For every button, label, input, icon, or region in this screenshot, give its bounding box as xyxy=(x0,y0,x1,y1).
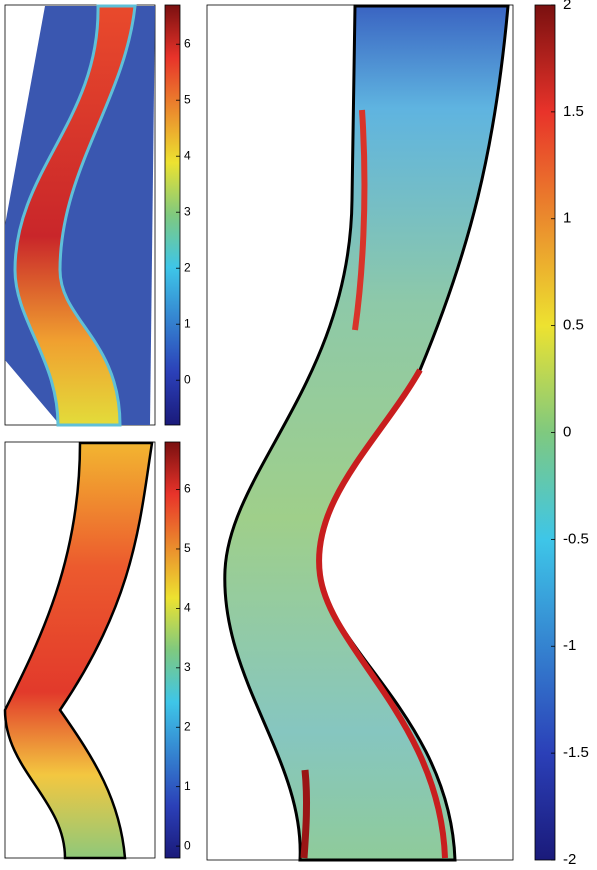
colorbar-tick-label: 3 xyxy=(184,660,191,674)
channel-field xyxy=(223,4,510,862)
bank-band xyxy=(300,769,311,859)
colorbar-tick-label: 2 xyxy=(184,260,191,274)
colorbar-tick-label: 6 xyxy=(184,36,191,50)
colorbar-tick-label: 0 xyxy=(184,838,191,852)
bank-band xyxy=(352,109,368,331)
channel-field xyxy=(3,441,154,860)
colorbar-tick-label: 0.5 xyxy=(563,317,584,334)
channel-field xyxy=(13,4,137,427)
colorbar: 0 1 2 3 4 5 6 xyxy=(164,441,191,859)
colorbar-scale xyxy=(164,4,181,426)
colorbar-tick-label: -0.5 xyxy=(563,530,589,547)
colorbar-tick-label: 4 xyxy=(184,601,191,615)
panel-bottom-left xyxy=(3,441,156,860)
colorbar-tick-label: -1.5 xyxy=(563,744,589,761)
colorbar-scale xyxy=(164,441,181,859)
bank-band xyxy=(316,368,448,859)
colorbar-tick-label: 4 xyxy=(184,148,191,162)
colorbar-tick-label: 0 xyxy=(184,372,191,386)
colorbar-tick-label: 1 xyxy=(184,316,191,330)
colorbar-tick-label: 2 xyxy=(184,719,191,733)
colorbar-tick-label: 0 xyxy=(563,423,571,440)
panel-top-left xyxy=(4,4,156,427)
colorbar-tick-label: 1 xyxy=(184,779,191,793)
colorbar-tick-label: 5 xyxy=(184,92,191,106)
colorbar-tick-label: -1 xyxy=(563,637,576,654)
panel-right xyxy=(206,4,514,862)
colorbar-tick-label: 6 xyxy=(184,482,191,496)
colorbar-tick-label: -2 xyxy=(563,851,576,868)
colorbar-tick-label: 2 xyxy=(563,0,571,13)
colorbar-tick-label: 1.5 xyxy=(563,103,584,120)
colorbar-tick-label: 5 xyxy=(184,541,191,555)
colorbar: 0 1 2 3 4 5 6 xyxy=(164,4,191,426)
colorbar: -2 -1.5 -1 -0.5 0 0.5 1 1.5 2 xyxy=(534,0,589,868)
colorbar-tick-label: 1 xyxy=(563,210,571,227)
colorbar-tick-label: 3 xyxy=(184,204,191,218)
